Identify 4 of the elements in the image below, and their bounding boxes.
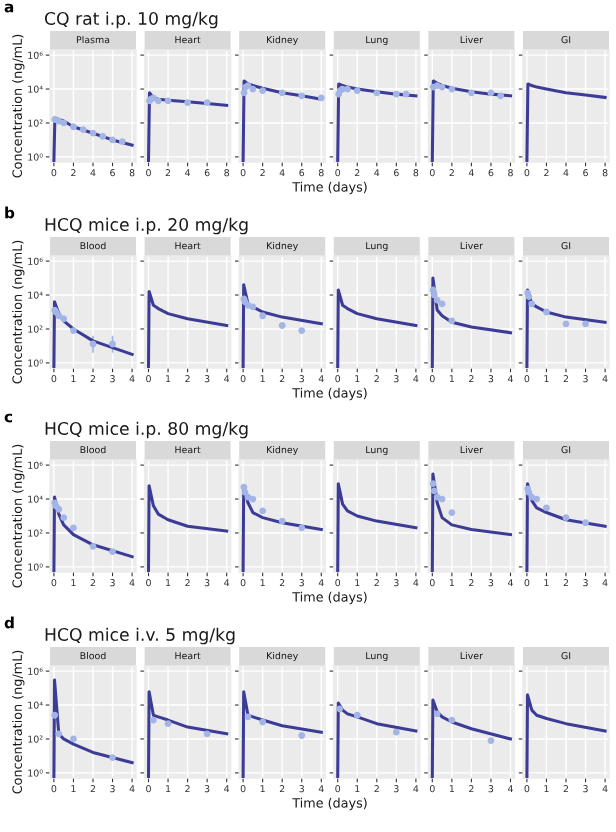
text: HCQ mice i.p. 80 mg/kg (45, 421, 248, 439)
text: HCQ mice i.v. 5 mg/kg (45, 627, 235, 645)
text: CQ rat i.p. 10 mg/kg (44, 11, 218, 29)
text: HCQ mice i.p. 20 mg/kg (45, 217, 248, 235)
